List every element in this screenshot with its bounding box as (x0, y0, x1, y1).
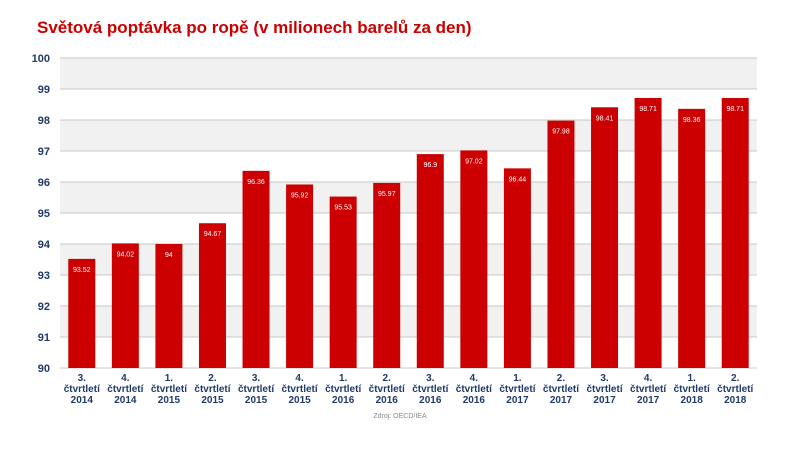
x-tick-label: čtvrtletí (586, 384, 623, 395)
bar (721, 97, 749, 369)
data-label: 95.97 (378, 191, 396, 198)
x-tick-label: 2016 (419, 395, 442, 406)
data-label: 94.67 (204, 231, 222, 238)
chart-title: Světová poptávka po ropě (v milionech ba… (37, 18, 472, 37)
y-tick-label: 99 (38, 84, 50, 96)
bar (503, 168, 531, 368)
x-tick-label: 2016 (376, 395, 399, 406)
x-tick-label: 2018 (681, 395, 704, 406)
y-tick-label: 98 (38, 115, 50, 127)
x-tick-label: 2014 (71, 395, 94, 406)
x-tick-label: 3. (78, 373, 87, 384)
bars (68, 97, 749, 369)
bar (416, 154, 444, 368)
x-tick-label: čtvrtletí (194, 384, 231, 395)
bar (111, 243, 139, 368)
x-tick-label: 4. (121, 373, 130, 384)
x-tick-label: čtvrtletí (499, 384, 536, 395)
bar (460, 150, 488, 368)
data-label: 95.92 (291, 192, 309, 199)
bar (547, 120, 575, 369)
x-tick-label: 2014 (114, 395, 137, 406)
y-tick-label: 91 (38, 332, 50, 344)
x-tick-label: 4. (644, 373, 653, 384)
x-tick-label: čtvrtletí (543, 384, 580, 395)
x-tick-label: 1. (339, 373, 348, 384)
x-tick-label: čtvrtletí (64, 384, 101, 395)
y-tick-label: 90 (38, 363, 50, 375)
data-label: 93.52 (73, 267, 91, 274)
x-tick-label: 2017 (637, 395, 660, 406)
x-tick-label: čtvrtletí (456, 384, 493, 395)
bar (155, 244, 183, 368)
data-label: 96.44 (509, 176, 527, 183)
data-label: 94 (165, 252, 173, 259)
bar (329, 196, 357, 368)
x-tick-label: 2015 (245, 395, 268, 406)
x-tick-label: 2. (557, 373, 566, 384)
y-tick-label: 100 (32, 53, 50, 65)
x-tick-label: 2. (731, 373, 740, 384)
x-tick-label: 2015 (288, 395, 311, 406)
bar (286, 184, 314, 368)
x-tick-label: 2015 (158, 395, 181, 406)
x-tick-label: čtvrtletí (717, 384, 754, 395)
x-tick-label: 2. (383, 373, 392, 384)
bar (373, 182, 401, 368)
x-tick-label: 3. (600, 373, 609, 384)
source-note: Zdroj: OECD/IEA (373, 413, 427, 420)
y-tick-label: 94 (38, 239, 51, 251)
y-tick-label: 95 (38, 208, 50, 220)
plot-band (60, 58, 757, 89)
data-label: 98.41 (596, 115, 614, 122)
x-tick-label: čtvrtletí (238, 384, 275, 395)
x-tick-label: čtvrtletí (151, 384, 188, 395)
x-tick-label: 2017 (550, 395, 573, 406)
bar (591, 107, 619, 368)
x-tick-label: čtvrtletí (369, 384, 406, 395)
data-label: 98.71 (639, 106, 657, 113)
x-tick-label: 2016 (463, 395, 486, 406)
x-tick-label: 1. (687, 373, 696, 384)
data-label: 94.02 (117, 251, 135, 258)
x-tick-label: čtvrtletí (630, 384, 667, 395)
data-label: 97.98 (552, 129, 570, 136)
x-tick-label: 2018 (724, 395, 747, 406)
y-tick-label: 96 (38, 177, 50, 189)
bar (242, 170, 270, 368)
x-tick-label: 3. (252, 373, 261, 384)
data-label: 96.36 (247, 179, 265, 186)
x-tick-label: 2017 (506, 395, 529, 406)
data-label: 98.71 (726, 106, 744, 113)
bar (678, 108, 706, 368)
y-axis: 90 91 92 93 94 95 96 97 98 99 100 (32, 53, 51, 375)
x-tick-label: čtvrtletí (282, 384, 319, 395)
x-tick-label: čtvrtletí (325, 384, 362, 395)
bar (68, 258, 96, 368)
data-label: 96.9 (423, 162, 437, 169)
x-tick-label: 2015 (201, 395, 224, 406)
x-tick-label: 2016 (332, 395, 355, 406)
y-tick-label: 92 (38, 301, 50, 313)
bar (198, 223, 226, 368)
bar (634, 97, 662, 369)
x-axis: 3.čtvrtletí20144.čtvrtletí20141.čtvrtlet… (64, 373, 755, 406)
x-tick-label: 1. (513, 373, 522, 384)
x-tick-label: 4. (470, 373, 479, 384)
data-label: 97.02 (465, 158, 483, 165)
x-tick-label: čtvrtletí (674, 384, 711, 395)
y-tick-label: 93 (38, 270, 50, 282)
data-label: 98.36 (683, 117, 701, 124)
data-label: 95.53 (334, 205, 352, 212)
x-tick-label: čtvrtletí (107, 384, 144, 395)
x-tick-label: 2. (208, 373, 217, 384)
data-labels: 93.52 94.02 94 94.67 96.36 95.92 95.53 95.97 96.… (73, 106, 744, 274)
x-tick-label: 3. (426, 373, 435, 384)
x-tick-label: 4. (295, 373, 304, 384)
x-tick-label: 1. (165, 373, 174, 384)
x-tick-label: 2017 (593, 395, 616, 406)
y-tick-label: 97 (38, 146, 50, 158)
x-tick-label: čtvrtletí (412, 384, 449, 395)
